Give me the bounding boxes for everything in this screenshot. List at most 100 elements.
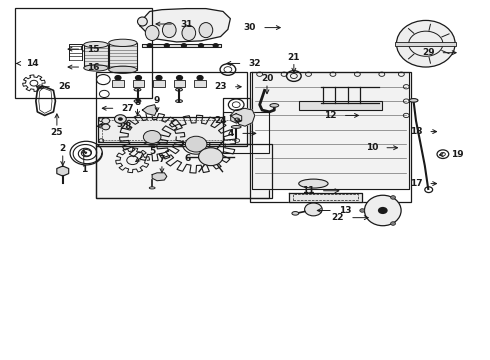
Circle shape [360,209,365,212]
Text: 7: 7 [159,155,165,164]
Text: 17: 17 [410,179,422,188]
Ellipse shape [292,212,299,215]
Circle shape [118,117,123,121]
Polygon shape [143,105,157,116]
Ellipse shape [134,100,141,103]
Ellipse shape [199,23,213,38]
Circle shape [378,207,388,214]
Text: 14: 14 [26,59,39,68]
Bar [223,112,270,153]
Circle shape [156,76,162,80]
Circle shape [147,44,152,47]
Circle shape [305,203,322,216]
Bar [173,80,185,87]
Bar [250,72,411,202]
Bar [223,98,250,144]
Text: 13: 13 [339,206,351,215]
Circle shape [197,76,203,80]
Circle shape [181,44,186,47]
Text: 20: 20 [261,75,273,84]
Ellipse shape [162,23,176,38]
Ellipse shape [146,26,159,41]
Text: 18: 18 [410,127,422,136]
Ellipse shape [175,88,182,91]
Text: 8: 8 [134,98,141,107]
Bar [15,8,152,98]
Circle shape [144,131,161,143]
Bar [299,101,382,110]
Circle shape [102,118,110,124]
Circle shape [198,44,203,47]
Bar [96,72,247,146]
Ellipse shape [365,195,401,226]
Polygon shape [143,44,220,47]
Ellipse shape [134,88,141,91]
Text: 29: 29 [422,48,435,57]
Bar [133,80,145,87]
Circle shape [391,222,395,225]
Circle shape [102,124,110,130]
Text: 22: 22 [332,213,344,222]
Text: 12: 12 [324,111,337,120]
Circle shape [391,195,395,199]
Text: 30: 30 [244,23,256,32]
Ellipse shape [270,104,279,107]
Text: 27: 27 [122,104,134,113]
Ellipse shape [231,126,241,129]
Bar [153,80,165,87]
Ellipse shape [299,179,328,188]
Bar [109,43,137,70]
Text: 21: 21 [288,53,300,62]
Text: 3: 3 [117,120,123,129]
Text: 1: 1 [81,166,87,175]
Ellipse shape [182,26,196,41]
Text: 26: 26 [58,82,71,91]
Text: 19: 19 [451,150,464,159]
Bar [112,80,124,87]
Text: 32: 32 [248,59,261,68]
Ellipse shape [84,41,108,48]
Bar [194,80,206,87]
Text: 23: 23 [215,82,227,91]
Polygon shape [230,108,255,126]
Polygon shape [252,72,409,189]
Text: 2: 2 [60,144,66,153]
Ellipse shape [175,100,182,103]
Bar [102,120,236,140]
Text: 4: 4 [228,129,234,138]
Bar [98,117,240,142]
Text: 16: 16 [87,63,99,72]
Bar [96,146,270,198]
Polygon shape [140,9,230,42]
Circle shape [136,76,142,80]
Ellipse shape [138,17,147,26]
Text: 11: 11 [302,186,315,195]
Bar [395,42,456,45]
Circle shape [115,115,126,123]
Text: 25: 25 [50,128,63,137]
Text: 10: 10 [366,143,378,152]
Text: 31: 31 [180,19,193,28]
Ellipse shape [149,187,155,189]
Circle shape [176,76,182,80]
Text: 15: 15 [87,45,99,54]
Ellipse shape [409,99,418,102]
Ellipse shape [396,21,455,67]
Text: 28: 28 [119,122,131,131]
Polygon shape [57,166,69,176]
Bar [84,45,108,68]
Text: 5: 5 [149,148,155,157]
Circle shape [198,148,223,166]
Circle shape [115,76,121,80]
Bar [96,144,272,198]
Polygon shape [231,114,242,123]
Text: 6: 6 [184,154,190,163]
Ellipse shape [84,65,108,71]
Circle shape [213,44,218,47]
Circle shape [185,136,207,152]
Ellipse shape [109,66,137,73]
Polygon shape [289,193,362,202]
Circle shape [164,44,169,47]
Text: 9: 9 [154,96,160,105]
Ellipse shape [109,39,137,46]
